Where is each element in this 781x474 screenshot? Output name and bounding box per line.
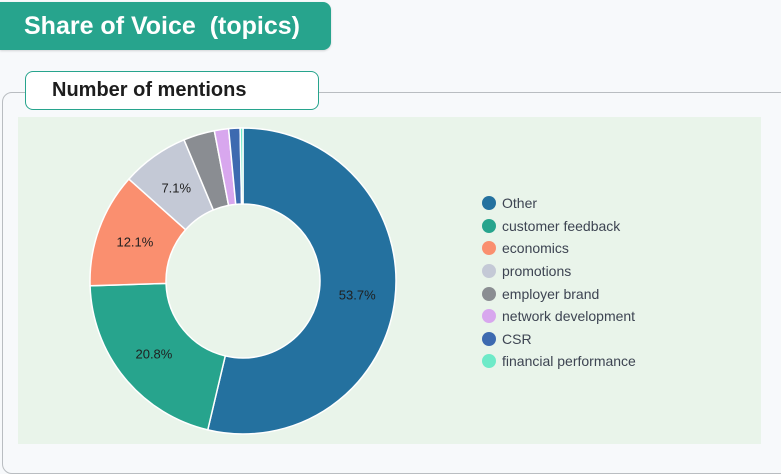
- legend-label: Other: [502, 195, 538, 212]
- legend-label: promotions: [502, 263, 572, 280]
- legend-item-network-development[interactable]: network development: [482, 305, 636, 328]
- legend-item-economics[interactable]: economics: [482, 237, 636, 260]
- chart-title: Number of mentions: [25, 71, 319, 110]
- legend-label: network development: [502, 308, 636, 325]
- legend-item-employer-brand[interactable]: employer brand: [482, 282, 636, 305]
- legend-item-csr[interactable]: CSR: [482, 328, 636, 351]
- legend-label: CSR: [502, 330, 532, 347]
- donut-slice-other[interactable]: [206, 127, 397, 435]
- legend-swatch: [482, 331, 496, 346]
- donut-slice-customer-feedback[interactable]: [89, 282, 227, 431]
- legend-swatch: [482, 264, 496, 279]
- legend-label: financial performance: [502, 353, 636, 370]
- slice-value-label: 53.7%: [339, 287, 376, 302]
- legend-item-financial-performance[interactable]: financial performance: [482, 350, 636, 373]
- legend-item-other[interactable]: Other: [482, 192, 636, 215]
- legend-swatch: [482, 309, 496, 324]
- legend-label: customer feedback: [502, 217, 621, 234]
- legend-swatch: [482, 196, 496, 211]
- legend-swatch: [482, 286, 496, 301]
- legend-swatch: [482, 354, 496, 369]
- chart-legend: Other customer feedback economics promotion…: [482, 192, 636, 373]
- legend-item-customer-feedback[interactable]: customer feedback: [482, 215, 636, 238]
- slice-value-label: 7.1%: [161, 180, 191, 195]
- legend-swatch: [482, 218, 496, 233]
- slice-value-label: 20.8%: [135, 347, 172, 362]
- slice-value-label: 12.1%: [116, 235, 153, 250]
- legend-label: economics: [502, 240, 569, 257]
- donut-chart: 53.7% 20.8% 12.1% 7.1%: [89, 127, 397, 435]
- donut-slice-financial-performance[interactable]: [239, 127, 244, 205]
- legend-swatch: [482, 241, 496, 256]
- page-title: Share of Voice (topics): [0, 2, 331, 50]
- legend-item-promotions[interactable]: promotions: [482, 260, 636, 283]
- legend-label: employer brand: [502, 285, 600, 302]
